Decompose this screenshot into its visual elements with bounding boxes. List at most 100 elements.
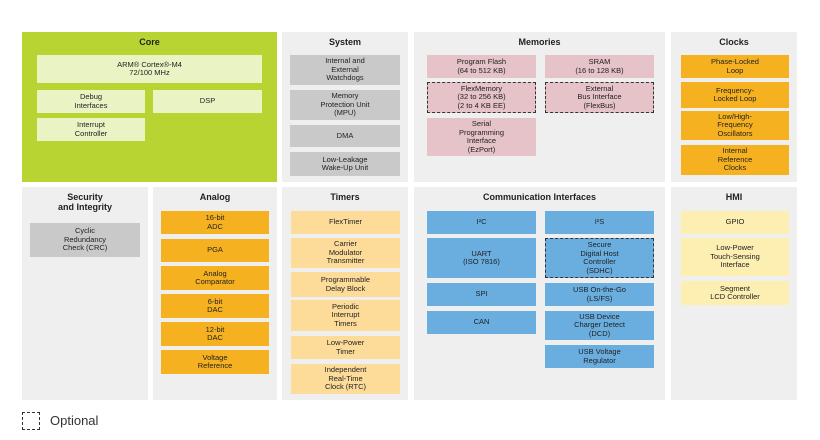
block-line: (ISO 7816) (463, 257, 500, 266)
block-line: Programming (458, 127, 504, 137)
block-line: Locked Loop (713, 94, 757, 103)
block-line: Internal and (325, 56, 365, 66)
block-line: Clock (RTC) (324, 382, 367, 392)
block: Periodic Interrupt Timers (291, 300, 400, 331)
block-line: Real-Time (328, 373, 363, 383)
block-line: (SDHC) (586, 265, 613, 275)
block: Low/High- Frequency Oscillators (681, 111, 789, 140)
block-line: Reference (717, 154, 753, 164)
block-line: Phase-Locked (711, 57, 759, 66)
panel-title: Analog (199, 192, 231, 202)
block-line: Internal (722, 146, 748, 156)
block: Program Flash (64 to 512 KB) (427, 55, 536, 78)
block-line: Low-Leakage (322, 154, 368, 164)
block: Segment LCD Controller (681, 281, 789, 305)
panel-title: System (328, 37, 362, 47)
block-line: Redundancy (63, 234, 107, 244)
block: Memory Protection Unit (MPU) (290, 90, 400, 120)
block: 16-bit ADC (161, 211, 269, 234)
block-line: Loop (726, 65, 744, 75)
block-line: (FlexBus) (583, 100, 616, 110)
block-line: Controller (74, 128, 108, 138)
panel: Security and Integrity (22, 187, 148, 400)
block-line: 16-bit (205, 213, 225, 222)
block-line: DMA (336, 130, 354, 140)
block-line: Check (CRC) (62, 243, 108, 253)
block-line: (LS/FS) (586, 293, 613, 303)
block-line: USB Device (579, 311, 620, 321)
block-line: Interface (720, 260, 750, 270)
block: SPI (427, 283, 536, 306)
block-line: GPIO (725, 217, 745, 227)
block-line: Independent (324, 365, 367, 375)
block-line: Comparator (195, 277, 235, 286)
block-line: Protection Unit (320, 99, 370, 109)
block-line: Delay Block (325, 283, 366, 293)
block-line: Bus Interface (577, 92, 622, 102)
block-line: External (585, 83, 614, 93)
block-line: Frequency (717, 120, 753, 130)
legend-swatch (22, 412, 40, 430)
block-line: Digital Host (580, 248, 619, 258)
block-line: Programmable (320, 275, 371, 284)
block-line: (MPU) (334, 108, 356, 118)
block: Internal Reference Clocks (681, 145, 789, 175)
block: Carrier Modulator Transmitter (291, 238, 400, 268)
block-line: I²S (594, 217, 605, 227)
block-line: CAN (473, 317, 490, 327)
block: UART (ISO 7816) (427, 238, 536, 278)
block: External Bus Interface (FlexBus) (545, 82, 654, 113)
block-line: Wake-Up Unit (321, 163, 369, 172)
panel-title: Communication Interfaces (482, 192, 597, 202)
block-line: Charger Detect (574, 320, 625, 330)
block-line: Oscillators (717, 128, 753, 138)
block: I²C (427, 211, 536, 234)
block-line: Segment (719, 283, 751, 293)
block-line: (32 to 256 KB) (457, 92, 506, 102)
block-line: Low-Power (326, 338, 365, 347)
block: Low-Power Timer (291, 336, 400, 359)
block-line: SRAM (588, 57, 611, 66)
block-line: Memory (331, 91, 359, 101)
block: FlexMemory (32 to 256 KB) (2 to 4 KB EE) (427, 82, 536, 113)
block: Cyclic Redundancy Check (CRC) (30, 223, 140, 257)
block-line: FlexMemory (460, 83, 503, 93)
block: USB Voltage Regulator (545, 345, 654, 368)
panel-title: Core (139, 37, 160, 47)
block-line: Modulator (328, 247, 363, 257)
block: I²S (545, 211, 654, 234)
block-line: Low/High- (718, 111, 752, 121)
block: ARM® Cortex®-M4 72/100 MHz (37, 55, 262, 83)
block: Frequency- Locked Loop (681, 82, 789, 108)
legend-label: Optional (50, 413, 99, 428)
block-line: I²C (476, 217, 487, 227)
block-line: (2 to 4 KB EE) (457, 100, 506, 110)
block-line: Low-Power (716, 243, 754, 253)
block: Low-Leakage Wake-Up Unit (290, 152, 400, 176)
block-line: Voltage (202, 352, 228, 362)
block-line: ADC (207, 221, 223, 231)
block: CAN (427, 311, 536, 334)
block-line: (EzPort) (467, 144, 496, 154)
block-line: UART (471, 248, 492, 258)
block: DSP (153, 90, 262, 113)
block-line: 72/100 MHz (129, 68, 170, 77)
block-line: Timer (336, 346, 355, 356)
block-line: Regulator (583, 355, 616, 365)
panel-title: Clocks (719, 37, 749, 47)
block-line: Timers (334, 318, 357, 328)
block: Low-Power Touch-Sensing Interface (681, 238, 789, 276)
block-line: Controller (583, 257, 616, 266)
block-line: Clocks (723, 163, 747, 173)
block-line: USB On-the-Go (573, 285, 626, 294)
block: 6-bit DAC (161, 294, 269, 318)
block-line: Secure (587, 240, 612, 249)
block-line: Interrupt (331, 310, 360, 320)
block-line: Touch-Sensing (710, 251, 760, 261)
panel-title: Timers (330, 192, 360, 202)
block: SRAM (16 to 128 KB) (545, 55, 654, 78)
block: Interrupt Controller (37, 118, 145, 141)
block-line: Frequency- (716, 85, 754, 95)
block-line: Reference (197, 361, 233, 370)
